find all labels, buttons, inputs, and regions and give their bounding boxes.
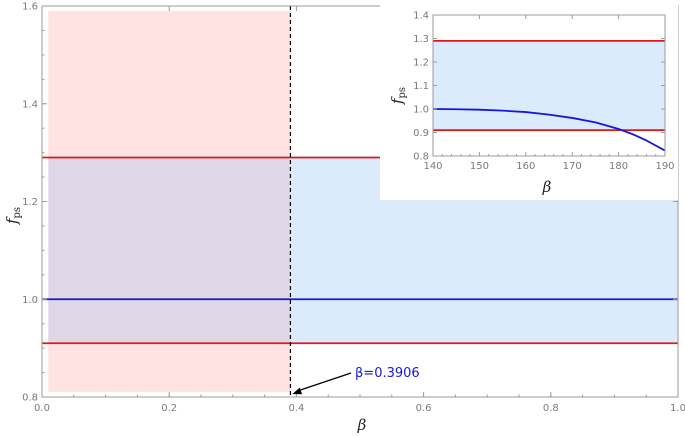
inset-ytick-label: 0.9 bbox=[413, 128, 429, 139]
inset-ytick-label: 1.4 bbox=[413, 11, 429, 22]
inset-xtick-label: 170 bbox=[563, 161, 582, 172]
main-xtick-label: 0.8 bbox=[543, 403, 559, 414]
main-xtick-label: 1.0 bbox=[670, 403, 685, 414]
annotation-arrow-head bbox=[292, 387, 303, 395]
inset-ytick-label: 0.8 bbox=[413, 152, 429, 163]
inset-ytick-label: 1.2 bbox=[413, 58, 429, 69]
main-xtick-label: 0.2 bbox=[161, 403, 177, 414]
annotation-arrow-line bbox=[300, 372, 352, 391]
inset-series-curve bbox=[432, 108, 666, 152]
main-xlabel: β bbox=[357, 416, 367, 434]
inset-xtick-label: 150 bbox=[470, 161, 489, 172]
main-xtick-label: 0.0 bbox=[34, 403, 50, 414]
inset-xlabel: β bbox=[542, 178, 552, 196]
main-region-overlap bbox=[48, 157, 291, 344]
main-ytick-label: 1.6 bbox=[22, 2, 38, 13]
inset-ytick-label: 1.0 bbox=[413, 105, 429, 116]
main-ytick-label: 0.8 bbox=[22, 393, 38, 404]
inset-ytick-label: 1.3 bbox=[413, 34, 429, 45]
main-ytick-label: 1.4 bbox=[22, 99, 38, 110]
inset-plot: 140 150 160 170 180 190 0.8 0.9 1.0 1.1 1.2 1.3 1.4 β… bbox=[380, 4, 678, 200]
inset-xtick-label: 140 bbox=[423, 161, 442, 172]
main-ytick-label: 1.0 bbox=[22, 295, 38, 306]
main-xtick-label: 0.4 bbox=[288, 403, 304, 414]
inset-ytick-label: 1.1 bbox=[413, 81, 429, 92]
inset-xtick-label: 190 bbox=[655, 161, 674, 172]
inset-xtick-label: 160 bbox=[516, 161, 535, 172]
main-ytick-label: 1.2 bbox=[22, 197, 38, 208]
main-xtick-label: 0.6 bbox=[416, 403, 432, 414]
inset-xtick-label: 180 bbox=[609, 161, 628, 172]
inset-region-blue bbox=[433, 40, 665, 131]
inset-ylabel: fps bbox=[388, 87, 408, 105]
main-ylabel: fps bbox=[3, 207, 23, 225]
annotation-label: β=0.3906 bbox=[355, 366, 420, 381]
